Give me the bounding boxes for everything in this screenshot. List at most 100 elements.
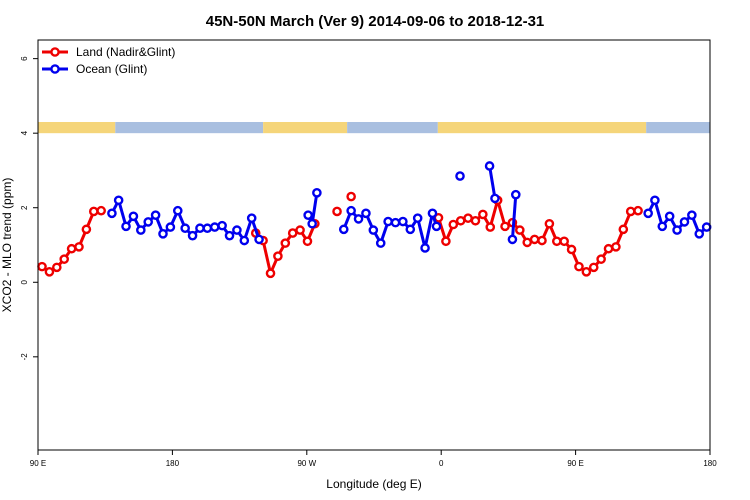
band-ocean-1 — [115, 122, 264, 134]
x-tick-label-0: 90 E — [30, 459, 46, 468]
series-1-line-5 — [510, 194, 518, 240]
data-series — [37, 161, 712, 279]
series-1-point-2-7 — [390, 217, 401, 228]
y-axis-label: XCO2 - MLO trend (ppm) — [0, 178, 14, 313]
series-1-point-0-5 — [143, 217, 154, 227]
series-0-point-1-2 — [265, 268, 276, 279]
series-0-point-4-9 — [500, 221, 510, 232]
band-land-2 — [263, 122, 348, 134]
series-1-point-0-19 — [246, 213, 257, 223]
series-1-point-6-4 — [672, 225, 682, 235]
series-1-point-0-11 — [187, 230, 198, 241]
series-0-point-4-18 — [566, 244, 577, 255]
series-1-point-0-16 — [224, 230, 235, 241]
series-1-point-4-1 — [490, 193, 500, 204]
series-0-point-4-5 — [470, 215, 481, 226]
y-tick-label-2: 2 — [20, 205, 29, 210]
chart-title: 45N-50N March (Ver 9) 2014-09-06 to 2018… — [206, 13, 545, 30]
series-1-point-5-0 — [507, 234, 518, 245]
series-1-point-6-7 — [694, 229, 705, 239]
series-1-point-2-2 — [353, 214, 364, 224]
x-axis-label: Longitude (deg E) — [326, 477, 421, 491]
series-0-point-1-3 — [273, 251, 283, 261]
band-land-0 — [38, 122, 116, 134]
series-0-point-4-23 — [603, 243, 614, 254]
series-1-point-6-0 — [643, 208, 653, 219]
series-0-point-4-17 — [559, 236, 569, 247]
series-1-point-4-0 — [484, 161, 495, 171]
series-1-point-2-3 — [361, 208, 371, 219]
legend-ocean-label: Ocean (Glint) — [76, 62, 147, 76]
band-ocean-3 — [347, 122, 438, 134]
series-0-point-4-15 — [544, 218, 555, 229]
x-tick-label-3: 0 — [439, 459, 444, 468]
series-0-point-0-5 — [74, 242, 84, 252]
series-1-point-0-15 — [217, 220, 227, 231]
series-1-point-0-0 — [107, 208, 117, 219]
series-1-point-2-8 — [398, 216, 408, 227]
series-1-point-0-6 — [150, 210, 161, 220]
series-1-point-5-1 — [510, 189, 521, 200]
y-tick-label-1: 0 — [20, 279, 29, 284]
series-1-point-2-10 — [412, 213, 423, 223]
series-0-line-4 — [437, 198, 639, 274]
series-0-point-1-7 — [302, 236, 313, 247]
series-0-point-4-11 — [515, 225, 525, 235]
series-0-point-4-16 — [551, 236, 562, 247]
series-1 — [107, 161, 712, 253]
series-1-point-2-9 — [405, 224, 416, 235]
series-1-point-6-8 — [701, 222, 712, 232]
series-1-point-1-2 — [312, 188, 322, 198]
series-0-point-4-13 — [529, 234, 540, 245]
series-0-point-4-3 — [455, 215, 466, 226]
series-0-point-1-4 — [280, 238, 291, 248]
series-0-point-4-6 — [478, 209, 488, 220]
series-1-point-0-13 — [202, 223, 213, 234]
series-0-point-0-4 — [66, 243, 77, 254]
series-1-point-3-0 — [455, 171, 465, 181]
series-0-line-1 — [254, 223, 317, 275]
series-1-point-2-5 — [375, 238, 386, 248]
series-1-point-0-12 — [195, 223, 205, 234]
series-1-point-0-8 — [165, 222, 176, 232]
land-ocean-band — [38, 122, 710, 134]
series-1-point-2-11 — [420, 243, 430, 253]
series-1-point-0-9 — [172, 205, 183, 216]
series-1-point-2-13 — [431, 221, 442, 232]
series-1-point-1-1 — [307, 218, 317, 229]
x-tick-label-4: 90 E — [567, 459, 583, 468]
series-1-point-0-18 — [239, 235, 250, 246]
y-tick-label-4: 6 — [20, 56, 29, 61]
series-1-point-0-1 — [113, 195, 124, 206]
series-0-point-3-0 — [346, 191, 356, 202]
series-0-point-0-3 — [59, 254, 70, 264]
series-0-point-4-25 — [618, 224, 629, 235]
x-tick-label-5: 180 — [703, 459, 717, 468]
series-0-line-0 — [41, 209, 102, 274]
series-0-point-4-14 — [537, 235, 547, 246]
series-0-point-0-1 — [44, 267, 55, 277]
series-0-point-4-26 — [625, 206, 636, 217]
y-tick-label-3: 4 — [20, 130, 29, 135]
plot-frame — [37, 39, 711, 451]
band-land-4 — [437, 122, 647, 134]
series-0-point-1-5 — [287, 228, 298, 238]
series-0-point-0-0 — [37, 261, 47, 272]
series-1-point-0-20 — [254, 234, 264, 245]
x-tick-label-2: 90 W — [297, 459, 316, 468]
series-1-point-0-7 — [158, 229, 168, 239]
series-0-point-0-6 — [81, 224, 92, 235]
series-0-point-4-24 — [611, 242, 621, 252]
series-1-point-6-2 — [657, 221, 668, 232]
series-1-point-6-6 — [687, 210, 697, 220]
series-1-point-6-3 — [664, 211, 675, 222]
series-1-point-2-12 — [427, 208, 438, 219]
series-1-point-2-1 — [346, 205, 356, 216]
series-0-point-4-22 — [596, 254, 606, 264]
series-1-point-0-14 — [209, 222, 220, 232]
series-1-point-0-3 — [128, 211, 139, 222]
series-1-point-0-4 — [136, 225, 146, 235]
series-0-point-4-12 — [522, 237, 533, 248]
series-1-point-2-0 — [338, 224, 349, 235]
